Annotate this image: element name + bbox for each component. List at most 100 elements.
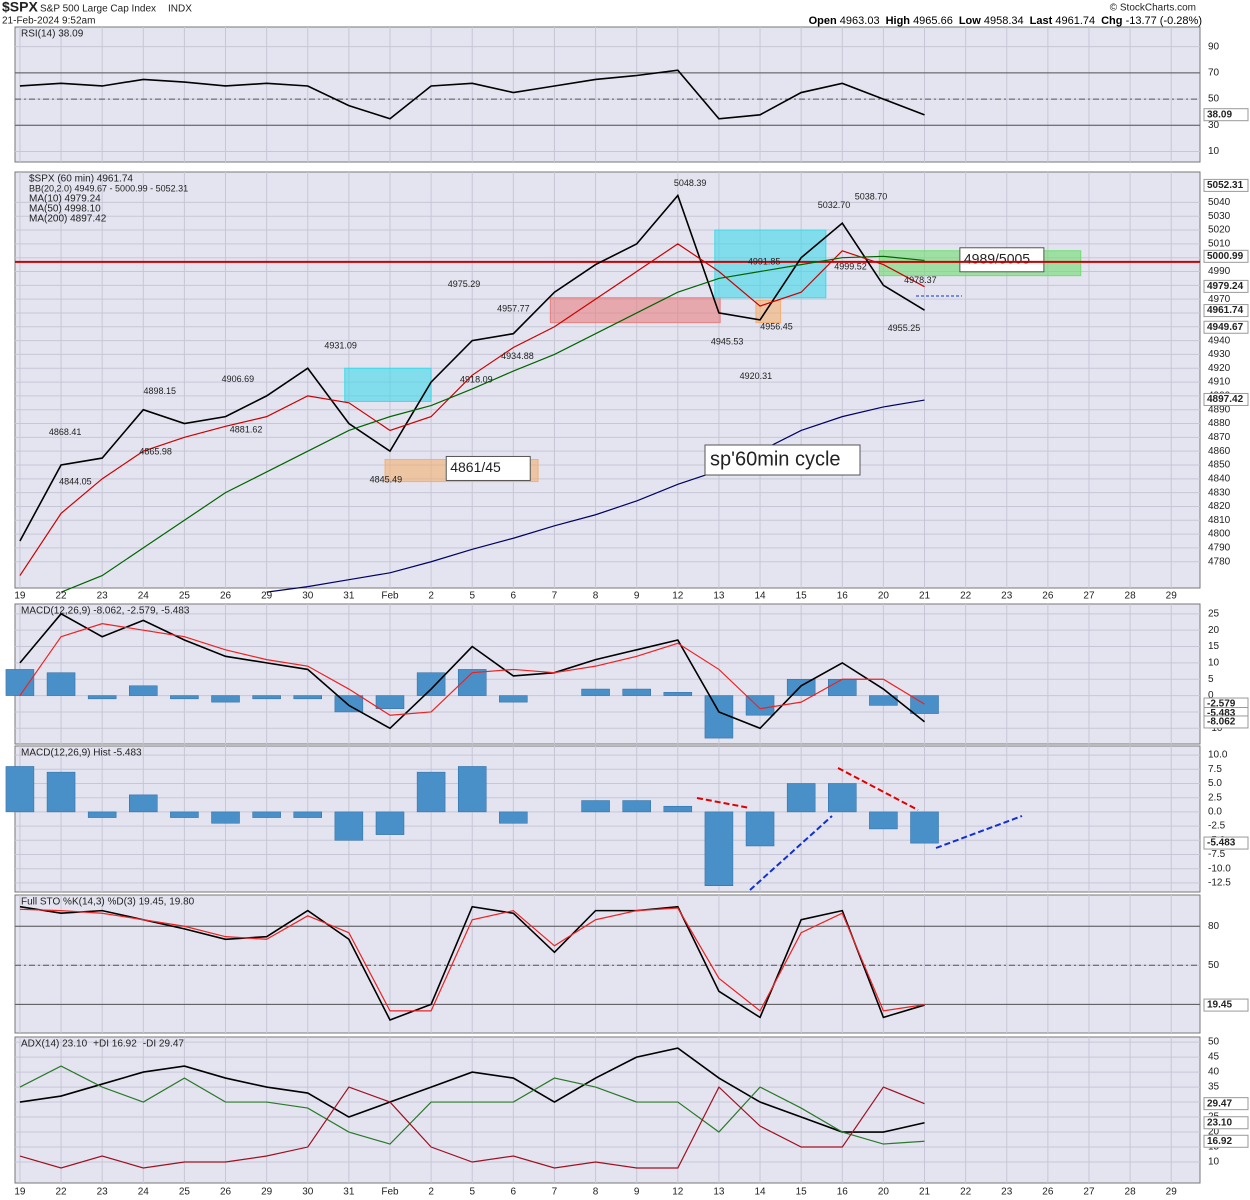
x-tick-label: 23 xyxy=(1001,1187,1013,1198)
x-tick-label: 30 xyxy=(302,591,314,602)
x-tick-label: 19 xyxy=(14,591,26,602)
x-tick-label: 15 xyxy=(796,591,808,602)
histogram-bar xyxy=(416,672,446,696)
price-label: 4845.49 xyxy=(370,475,403,485)
x-tick-label: 5 xyxy=(469,591,475,602)
last-value-label: 4961.74 xyxy=(1207,305,1244,316)
histogram-bar xyxy=(252,695,281,700)
y-tick-label: 4780 xyxy=(1208,556,1231,567)
last-value-box xyxy=(1203,1116,1249,1130)
series-line xyxy=(19,1047,925,1133)
series-line xyxy=(19,623,925,716)
histogram-bar xyxy=(334,695,364,713)
x-tick-label: 12 xyxy=(672,591,684,602)
price-label: 4978.37 xyxy=(904,275,937,285)
series-line xyxy=(19,1065,925,1145)
y-tick-label: 70 xyxy=(1208,68,1220,79)
y-tick-label: 4910 xyxy=(1208,377,1231,388)
price-label: 4906.69 xyxy=(222,374,255,384)
y-tick-label: 4970 xyxy=(1208,294,1231,305)
y-tick-label: 4870 xyxy=(1208,432,1231,443)
quote-label: Open xyxy=(808,15,840,27)
trend-line xyxy=(935,815,1023,849)
x-tick-label: 7 xyxy=(552,591,558,602)
zone-label: 4989/5005 xyxy=(964,250,1030,266)
y-tick-label: -10.0 xyxy=(1208,863,1231,874)
y-tick-label: 15 xyxy=(1208,641,1220,652)
histogram-bar xyxy=(704,695,734,739)
price-label: 4868.41 xyxy=(49,427,82,437)
y-tick-label: -12.5 xyxy=(1208,878,1231,889)
last-value-box xyxy=(1203,304,1249,318)
x-tick-label: 19 xyxy=(14,1187,26,1198)
last-value-label: 16.92 xyxy=(1207,1136,1232,1147)
y-tick-label: 4990 xyxy=(1208,266,1231,277)
y-tick-label: 50 xyxy=(1208,1037,1220,1048)
x-tick-label: 23 xyxy=(1001,591,1013,602)
y-tick-label: 0 xyxy=(1208,690,1214,701)
x-tick-label: 29 xyxy=(261,1187,273,1198)
histogram-bar xyxy=(663,805,693,813)
x-tick-label: 16 xyxy=(837,591,849,602)
series-line xyxy=(19,243,925,576)
y-tick-label: 4860 xyxy=(1208,446,1231,457)
x-tick-label: 31 xyxy=(343,591,355,602)
histogram-bar xyxy=(663,692,693,696)
last-value-box xyxy=(1203,320,1249,334)
histogram-bar xyxy=(828,678,857,696)
annotation-box xyxy=(704,444,861,476)
y-tick-label: 10 xyxy=(1208,658,1220,669)
y-tick-label: 4850 xyxy=(1208,460,1231,471)
histogram-bar xyxy=(581,800,610,813)
quote-value: 4963.03 xyxy=(839,15,880,27)
histogram-bar xyxy=(293,695,323,700)
x-tick-label: 23 xyxy=(97,1187,109,1198)
x-tick-label: 26 xyxy=(1042,1187,1054,1198)
y-tick-label: 5040 xyxy=(1208,197,1231,208)
y-tick-label: 4880 xyxy=(1208,418,1231,429)
histogram-bar xyxy=(129,794,158,813)
series-line xyxy=(19,612,926,730)
histogram-bar xyxy=(910,811,939,844)
x-tick-label: 26 xyxy=(220,591,232,602)
last-value-box xyxy=(1203,249,1249,263)
y-tick-label: -2.5 xyxy=(1208,821,1226,832)
series-line xyxy=(60,255,925,593)
trend-line xyxy=(837,767,919,811)
series-line xyxy=(19,69,925,120)
histogram-bar xyxy=(87,695,117,700)
x-tick-label: 14 xyxy=(754,591,766,602)
x-tick-label: 21 xyxy=(919,1187,931,1198)
x-tick-label: 20 xyxy=(878,1187,890,1198)
x-tick-label: 30 xyxy=(302,1187,314,1198)
price-label: 4881.62 xyxy=(230,425,263,435)
last-value-box xyxy=(1203,279,1249,293)
x-tick-label: 5 xyxy=(469,1187,475,1198)
y-tick-label: 7.5 xyxy=(1208,764,1222,775)
timestamp: 21-Feb-2024 9:52am xyxy=(2,16,95,27)
last-value-box xyxy=(1203,998,1249,1012)
y-tick-label: 10 xyxy=(1208,1157,1220,1168)
x-tick-label: 25 xyxy=(179,591,191,602)
price-label: 4865.98 xyxy=(139,446,172,456)
legend-entry: +DI 16.92 xyxy=(93,1039,137,1050)
price-label: 4975.29 xyxy=(448,279,481,289)
y-tick-label: 40 xyxy=(1208,1067,1220,1078)
quote-value: 4965.66 xyxy=(913,15,953,27)
histogram-bar xyxy=(869,811,898,830)
symbol: $SPX xyxy=(2,0,38,15)
histogram-bar xyxy=(211,811,240,824)
y-tick-label: -7.5 xyxy=(1208,849,1226,860)
last-value-box xyxy=(1203,178,1249,192)
y-tick-label: 4800 xyxy=(1208,529,1231,540)
x-tick-label: 14 xyxy=(754,1187,766,1198)
x-tick-label: 22 xyxy=(55,1187,67,1198)
price-label: 5038.70 xyxy=(855,192,888,202)
histogram-bar xyxy=(252,811,281,818)
panel-background xyxy=(14,745,1201,893)
x-tick-label: 22 xyxy=(55,591,67,602)
y-tick-label: 10.0 xyxy=(1208,750,1228,761)
last-value-box xyxy=(1203,715,1249,729)
panel-title: MACD(12,26,9) -8.062, -2.579, -5.483 xyxy=(21,606,190,617)
x-tick-label: 25 xyxy=(179,1187,191,1198)
